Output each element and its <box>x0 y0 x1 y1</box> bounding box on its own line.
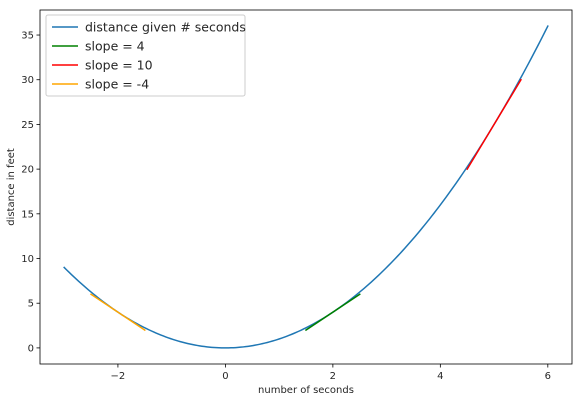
x-tick-label: 6 <box>545 371 551 382</box>
legend-label-slope-4: slope = -4 <box>85 77 149 92</box>
x-axis-ticks: −2 0 2 4 6 <box>111 364 551 382</box>
y-axis-ticks: 0 5 10 15 20 25 30 35 <box>21 31 40 354</box>
series-layer <box>63 25 549 349</box>
x-axis-label: number of seconds <box>258 385 354 396</box>
x-tick-label: 4 <box>437 371 443 382</box>
legend-items: distance given # seconds slope = 4 slope =… <box>52 20 246 92</box>
legend-label-slope-10: slope = 10 <box>85 58 153 73</box>
legend: distance given # seconds slope = 4 slope =… <box>45 14 246 97</box>
y-tick-label: 0 <box>28 343 34 354</box>
legend-label-slope-4: slope = 4 <box>85 39 145 54</box>
y-tick-label: 25 <box>21 120 34 131</box>
series-line-slope-4 <box>304 293 361 332</box>
y-tick-label: 30 <box>21 75 34 86</box>
y-tick-label: 20 <box>21 165 34 176</box>
legend-box <box>45 14 246 97</box>
y-tick-label: 35 <box>21 31 34 42</box>
series-line-slope-10 <box>466 78 522 171</box>
y-tick-label: 10 <box>21 254 34 265</box>
series-line-slope-4 <box>90 293 146 332</box>
legend-label-distance-given-seconds: distance given # seconds <box>85 20 246 35</box>
x-tick-label: 2 <box>330 371 336 382</box>
series-line-distance-given-seconds <box>63 25 549 349</box>
y-tick-label: 5 <box>28 299 34 310</box>
plot-frame <box>39 9 573 365</box>
x-tick-label: 0 <box>222 371 228 382</box>
x-tick-label: −2 <box>111 371 126 382</box>
y-axis-label: distance in feet <box>6 148 17 226</box>
y-tick-label: 15 <box>21 209 34 220</box>
